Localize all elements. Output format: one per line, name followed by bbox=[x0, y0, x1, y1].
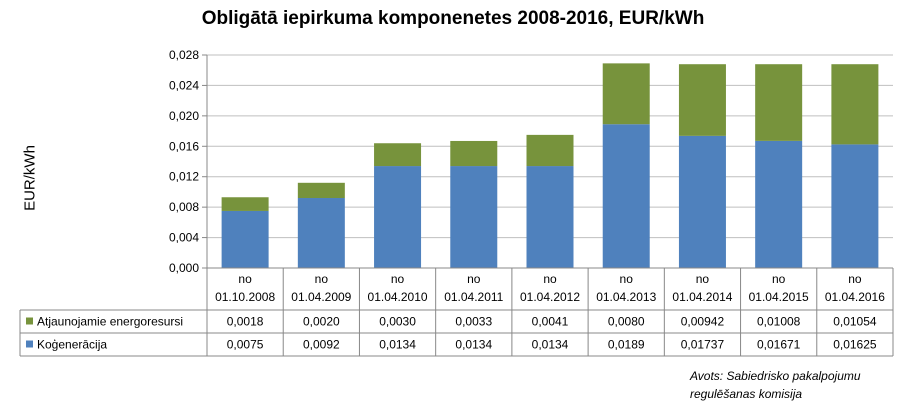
bar-segment-kogeneracija bbox=[678, 135, 726, 268]
y-tick-label: 0,004 bbox=[169, 231, 199, 245]
y-axis: 0,000 0,004 0,008 0,012 0,016 0,020 0,024 0,028 bbox=[169, 48, 208, 275]
category-label-line1: no bbox=[620, 272, 634, 286]
bar-segment-kogeneracija bbox=[221, 210, 269, 268]
bar-segment-kogeneracija bbox=[755, 140, 803, 268]
y-tick-label: 0,000 bbox=[169, 261, 199, 275]
y-tick-label: 0,020 bbox=[169, 109, 199, 123]
category-label-line2: 01.04.2013 bbox=[596, 290, 656, 304]
table-value: 0,0033 bbox=[455, 315, 492, 329]
category-label-line2: 01.04.2014 bbox=[672, 290, 732, 304]
y-tick-label: 0,012 bbox=[169, 170, 199, 184]
bar-segment-atjaunojamie bbox=[755, 64, 803, 141]
category-label-line1: no bbox=[467, 272, 481, 286]
bar-segment-atjaunojamie bbox=[602, 63, 650, 125]
table-value: 0,0020 bbox=[303, 315, 340, 329]
category-label-line2: 01.04.2011 bbox=[444, 290, 503, 304]
bar-segment-kogeneracija bbox=[374, 166, 422, 268]
table-value: 0,0041 bbox=[532, 315, 569, 329]
table-value: 0,0134 bbox=[379, 338, 416, 352]
table-value: 0,0018 bbox=[227, 315, 264, 329]
bar-segment-kogeneracija bbox=[526, 166, 574, 268]
bar-segment-kogeneracija bbox=[297, 198, 345, 268]
y-tick-label: 0,008 bbox=[169, 200, 199, 214]
source-note: Avots: Sabiedrisko pakalpojumu regulēšan… bbox=[690, 367, 861, 403]
legend-entry: Atjaunojamie energoresursi bbox=[37, 315, 183, 329]
category-label-line1: no bbox=[848, 272, 862, 286]
bar-segment-atjaunojamie bbox=[374, 143, 422, 167]
legend-entry: Koģenerācija bbox=[37, 338, 107, 352]
category-label-line1: no bbox=[772, 272, 786, 286]
table-value: 0,01625 bbox=[833, 338, 877, 352]
category-label-line2: 01.04.2015 bbox=[749, 290, 809, 304]
chart-title: Obligātā iepirkuma komponenetes 2008-201… bbox=[201, 8, 705, 29]
table-value: 0,0092 bbox=[303, 338, 340, 352]
legend-key bbox=[26, 340, 33, 348]
source-line-2: regulēšanas komisija bbox=[690, 387, 803, 401]
bar-segment-kogeneracija bbox=[450, 166, 498, 268]
category-label-line2: 01.10.2008 bbox=[215, 290, 275, 304]
table-value: 0,0080 bbox=[608, 315, 645, 329]
table-value: 0,0030 bbox=[379, 315, 416, 329]
bar-segment-atjaunojamie bbox=[221, 197, 269, 211]
category-label-line1: no bbox=[315, 272, 329, 286]
table-value: 0,0075 bbox=[227, 338, 264, 352]
y-tick-label: 0,016 bbox=[169, 139, 199, 153]
y-tick-label: 0,028 bbox=[169, 48, 199, 62]
table-value: 0,01737 bbox=[681, 338, 725, 352]
table-value: 0,01671 bbox=[757, 338, 801, 352]
bar-segment-atjaunojamie bbox=[450, 140, 498, 167]
category-label-line2: 01.04.2010 bbox=[368, 290, 428, 304]
bar-segment-kogeneracija bbox=[602, 124, 650, 268]
bar-segment-atjaunojamie bbox=[526, 134, 574, 167]
category-label-line2: 01.04.2012 bbox=[520, 290, 580, 304]
category-label-line1: no bbox=[238, 272, 252, 286]
table-value: 0,0134 bbox=[532, 338, 569, 352]
table-value: 0,01008 bbox=[757, 315, 801, 329]
legend-key bbox=[26, 317, 33, 325]
category-label-line1: no bbox=[391, 272, 405, 286]
table-value: 0,00942 bbox=[681, 315, 725, 329]
table-value: 0,0189 bbox=[608, 338, 645, 352]
category-label-line2: 01.04.2016 bbox=[825, 290, 885, 304]
bar-segment-atjaunojamie bbox=[831, 64, 879, 145]
bar-segment-atjaunojamie bbox=[297, 182, 345, 199]
table-value: 0,0134 bbox=[455, 338, 492, 352]
category-label-line2: 01.04.2009 bbox=[291, 290, 351, 304]
data-table: no 01.10.2008 no 01.04.2009 no 01.04.2010 no 01… bbox=[19, 267, 894, 357]
bar-segment-kogeneracija bbox=[831, 144, 879, 268]
y-tick-label: 0,024 bbox=[169, 78, 199, 92]
table-value: 0,01054 bbox=[833, 315, 877, 329]
category-label-line1: no bbox=[696, 272, 710, 286]
category-label-line1: no bbox=[543, 272, 557, 286]
bar-segment-atjaunojamie bbox=[678, 64, 726, 136]
source-line-1: Avots: Sabiedrisko pakalpojumu bbox=[690, 369, 861, 383]
bars bbox=[221, 63, 879, 268]
